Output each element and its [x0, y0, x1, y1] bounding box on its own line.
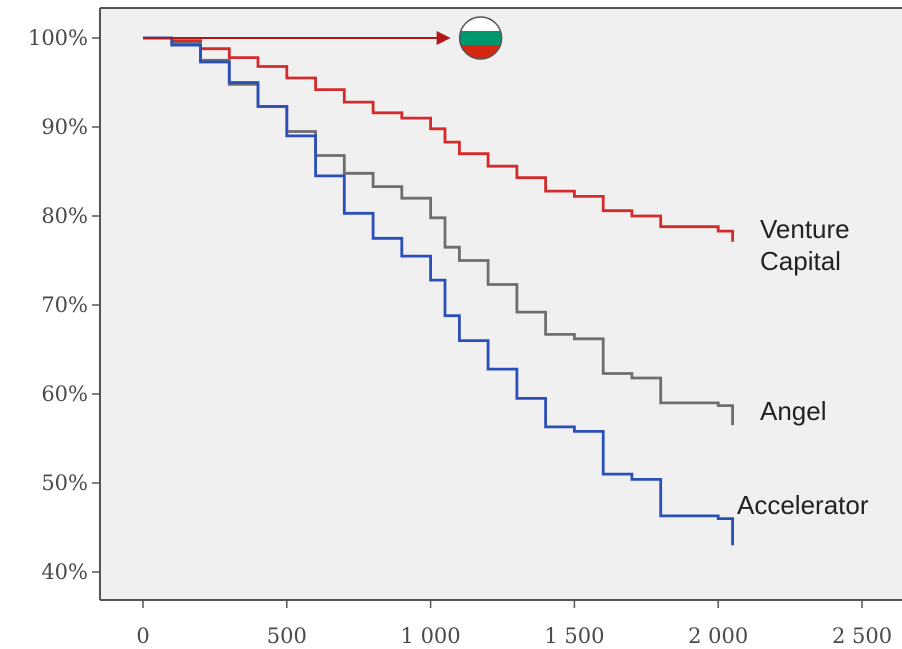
x-tick-label: 1 500	[544, 624, 604, 648]
series-line-2	[143, 36, 734, 546]
series-label: Capital	[760, 246, 841, 276]
y-axis-ticks: 40% 50% 60% 70% 80% 90% 100%	[28, 26, 100, 584]
y-tick-label: 50%	[41, 471, 88, 495]
bulgaria-flag-icon	[458, 16, 503, 60]
x-tick-label: 500	[267, 624, 307, 648]
series-label: Angel	[760, 396, 827, 426]
y-tick-label: 80%	[41, 204, 88, 228]
y-tick-label: 100%	[28, 26, 88, 50]
series-lines	[143, 36, 734, 546]
flag-border	[458, 16, 503, 60]
plot-area	[100, 8, 902, 600]
x-tick-label: 2 000	[688, 624, 748, 648]
flag-green-band	[459, 31, 502, 45]
y-tick-label: 70%	[41, 293, 88, 317]
y-tick-label: 90%	[41, 115, 88, 139]
x-tick-label: 0	[136, 624, 149, 648]
y-tick-label: 40%	[41, 560, 88, 584]
x-axis-ticks: 0 500 1 000 1 500 2 000 2 500	[136, 600, 892, 648]
series-label: Venture	[760, 214, 850, 244]
annotation-arrow-head	[436, 31, 451, 45]
annotation-arrow	[143, 16, 503, 60]
x-tick-label: 1 000	[401, 624, 461, 648]
x-tick-label: 2 500	[832, 624, 892, 648]
y-tick-label: 60%	[41, 382, 88, 406]
series-label: Accelerator	[737, 490, 869, 520]
series-line-0	[143, 36, 734, 242]
